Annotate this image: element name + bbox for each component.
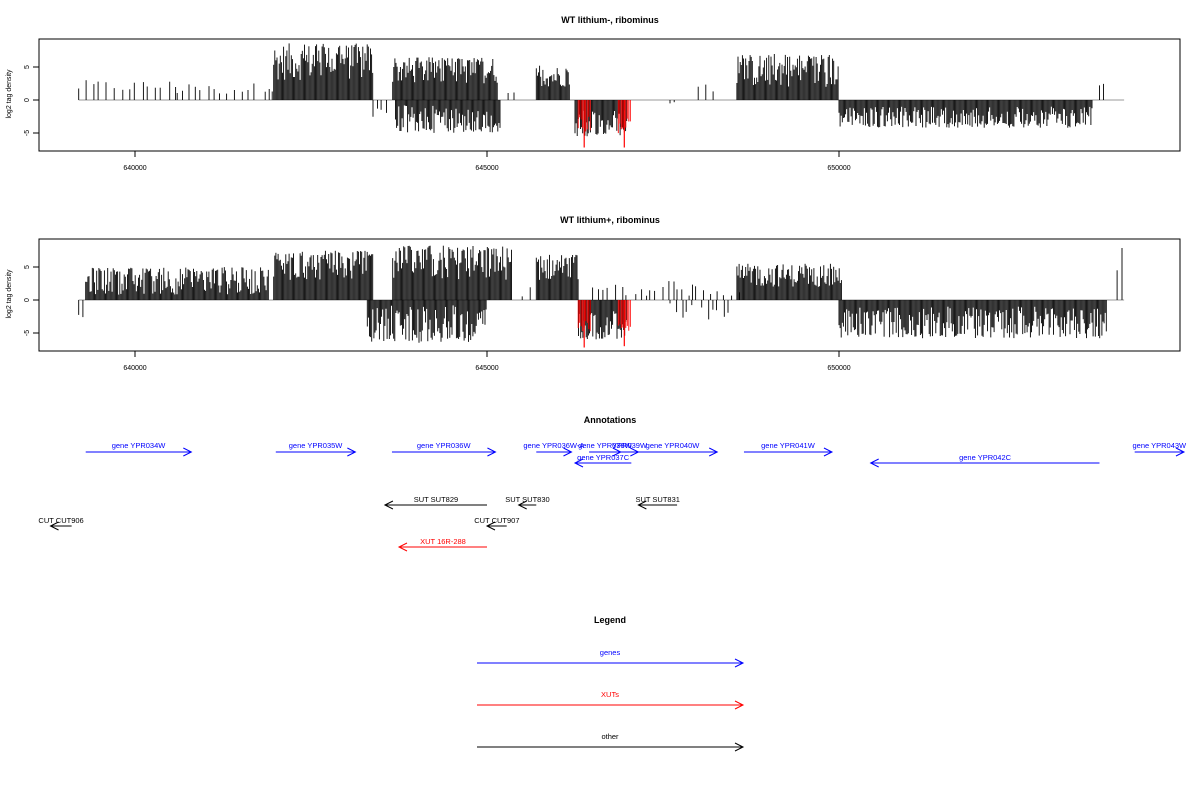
feature-label: gene YPR037C [577,453,630,462]
feature-label: gene YPR034W [112,441,167,450]
y-tick-label: -5 [24,330,31,336]
feature-label: gene YPR040W [646,441,701,450]
feature-other: SUT SUT830 [505,495,550,510]
legend: Legend genes XUTs other [477,615,745,752]
feature-label: XUT 16R-288 [420,537,466,546]
feature-label: gene YPR038W [578,441,633,450]
y-tick-label: -5 [24,130,31,136]
feature-list: gene YPR034W gene YPR035W gene YPR036W gene… [38,441,1187,552]
plot-frame [38,238,1181,352]
y-axis-label: log2 tag density [6,269,13,319]
x-tick-label: 640000 [123,365,146,372]
y-axis: 5 0 -5 [24,65,39,136]
feature-label: SUT SUT830 [505,495,549,504]
feature-xut: XUT 16R-288 [397,537,487,552]
panel-wt-lithium-minus: WT lithium-, ribominus log2 tag density … [6,15,1181,172]
feature-label: CUT CUT907 [474,516,519,525]
feature-other: CUT CUT907 [474,516,520,531]
feature-gene: gene YPR036W-A [523,441,584,457]
x-tick-label: 645000 [475,165,498,172]
y-tick-label: 0 [24,298,31,302]
x-tick-label: 650000 [827,365,850,372]
legend-label: other [601,732,619,741]
x-axis: 640000 645000 650000 [123,151,851,172]
feature-gene: gene YPR034W [85,441,193,457]
y-tick-label: 5 [24,265,31,269]
data-bars [78,43,1125,148]
legend-title: Legend [594,615,626,625]
feature-gene: gene YPR043W [1132,441,1187,457]
feature-label: gene YPR036W-A [523,441,584,450]
feature-gene: gene YPR035W [275,441,357,457]
panel-title: WT lithium+, ribominus [560,215,660,225]
x-axis: 640000 645000 650000 [123,351,851,372]
feature-other: SUT SUT829 [383,495,487,510]
annotations-title: Annotations [584,415,637,425]
x-tick-label: 640000 [123,165,146,172]
legend-items: genes XUTs other [477,648,745,752]
feature-label: CUT CUT906 [38,516,83,525]
feature-label: gene YPR041W [761,441,816,450]
annotations-track: Annotations gene YPR034W gene YPR035W gene… [38,415,1187,552]
panel-title: WT lithium-, ribominus [561,15,659,25]
x-tick-label: 645000 [475,365,498,372]
y-axis-label: log2 tag density [6,69,13,119]
legend-label: XUTs [601,690,619,699]
legend-label: genes [600,648,621,657]
feature-gene: gene YPR037C [573,453,632,468]
feature-label: SUT SUT829 [414,495,458,504]
panel-wt-lithium-plus: WT lithium+, ribominus log2 tag density … [6,215,1181,372]
feature-gene: gene YPR036W [391,441,497,457]
feature-label: gene YPR042C [959,453,1012,462]
feature-gene: gene YPR040W [627,441,719,457]
y-axis: 5 0 -5 [24,265,39,336]
feature-other: CUT CUT906 [38,516,84,531]
x-tick-label: 650000 [827,165,850,172]
feature-label: gene YPR043W [1132,441,1187,450]
feature-other: SUT SUT831 [635,495,680,510]
y-tick-label: 5 [24,65,31,69]
legend-item: genes [477,648,745,668]
feature-gene: gene YPR041W [743,441,834,457]
feature-label: gene YPR036W [417,441,472,450]
feature-gene: gene YPR042C [869,453,1100,468]
y-tick-label: 0 [24,98,31,102]
data-bars [78,245,1125,348]
feature-label: gene YPR035W [289,441,344,450]
legend-item: XUTs [477,690,745,710]
legend-item: other [477,732,745,752]
plot-frame [38,38,1181,152]
feature-label: YPR039W [612,441,648,450]
feature-label: SUT SUT831 [635,495,679,504]
